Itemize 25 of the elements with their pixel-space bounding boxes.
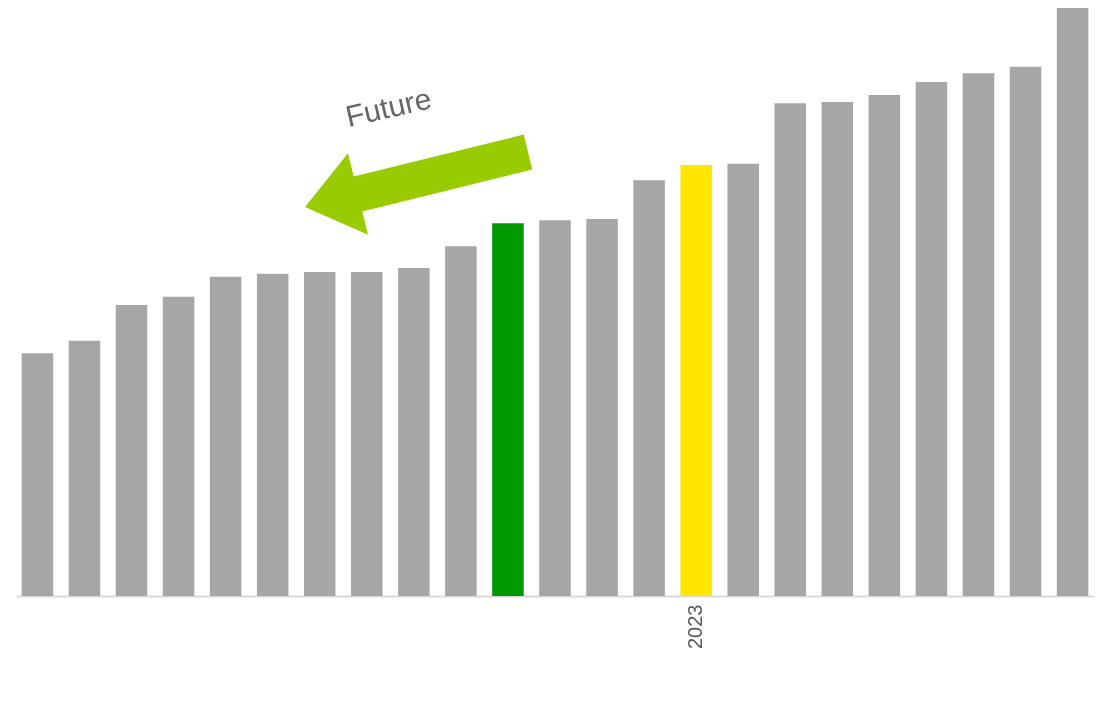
bar — [115, 304, 148, 596]
bar — [962, 73, 995, 596]
bar — [821, 102, 854, 596]
bar — [351, 272, 383, 596]
bar — [539, 220, 571, 596]
bar — [680, 165, 712, 596]
bar — [1009, 66, 1042, 596]
bar — [398, 267, 430, 596]
bar — [256, 273, 289, 596]
bar — [1056, 8, 1089, 596]
bar — [774, 103, 807, 596]
bar — [209, 276, 242, 596]
bar — [303, 272, 336, 596]
bar — [868, 95, 901, 596]
bar — [915, 82, 948, 596]
bar — [445, 246, 477, 596]
bar — [727, 163, 759, 596]
bar — [633, 180, 665, 596]
bar — [162, 296, 195, 596]
bar — [68, 340, 101, 596]
bar — [21, 353, 54, 596]
annotation: Future — [342, 81, 435, 134]
bar — [586, 219, 618, 596]
x-tick-label: 2023 — [684, 604, 707, 649]
bar — [492, 223, 524, 596]
